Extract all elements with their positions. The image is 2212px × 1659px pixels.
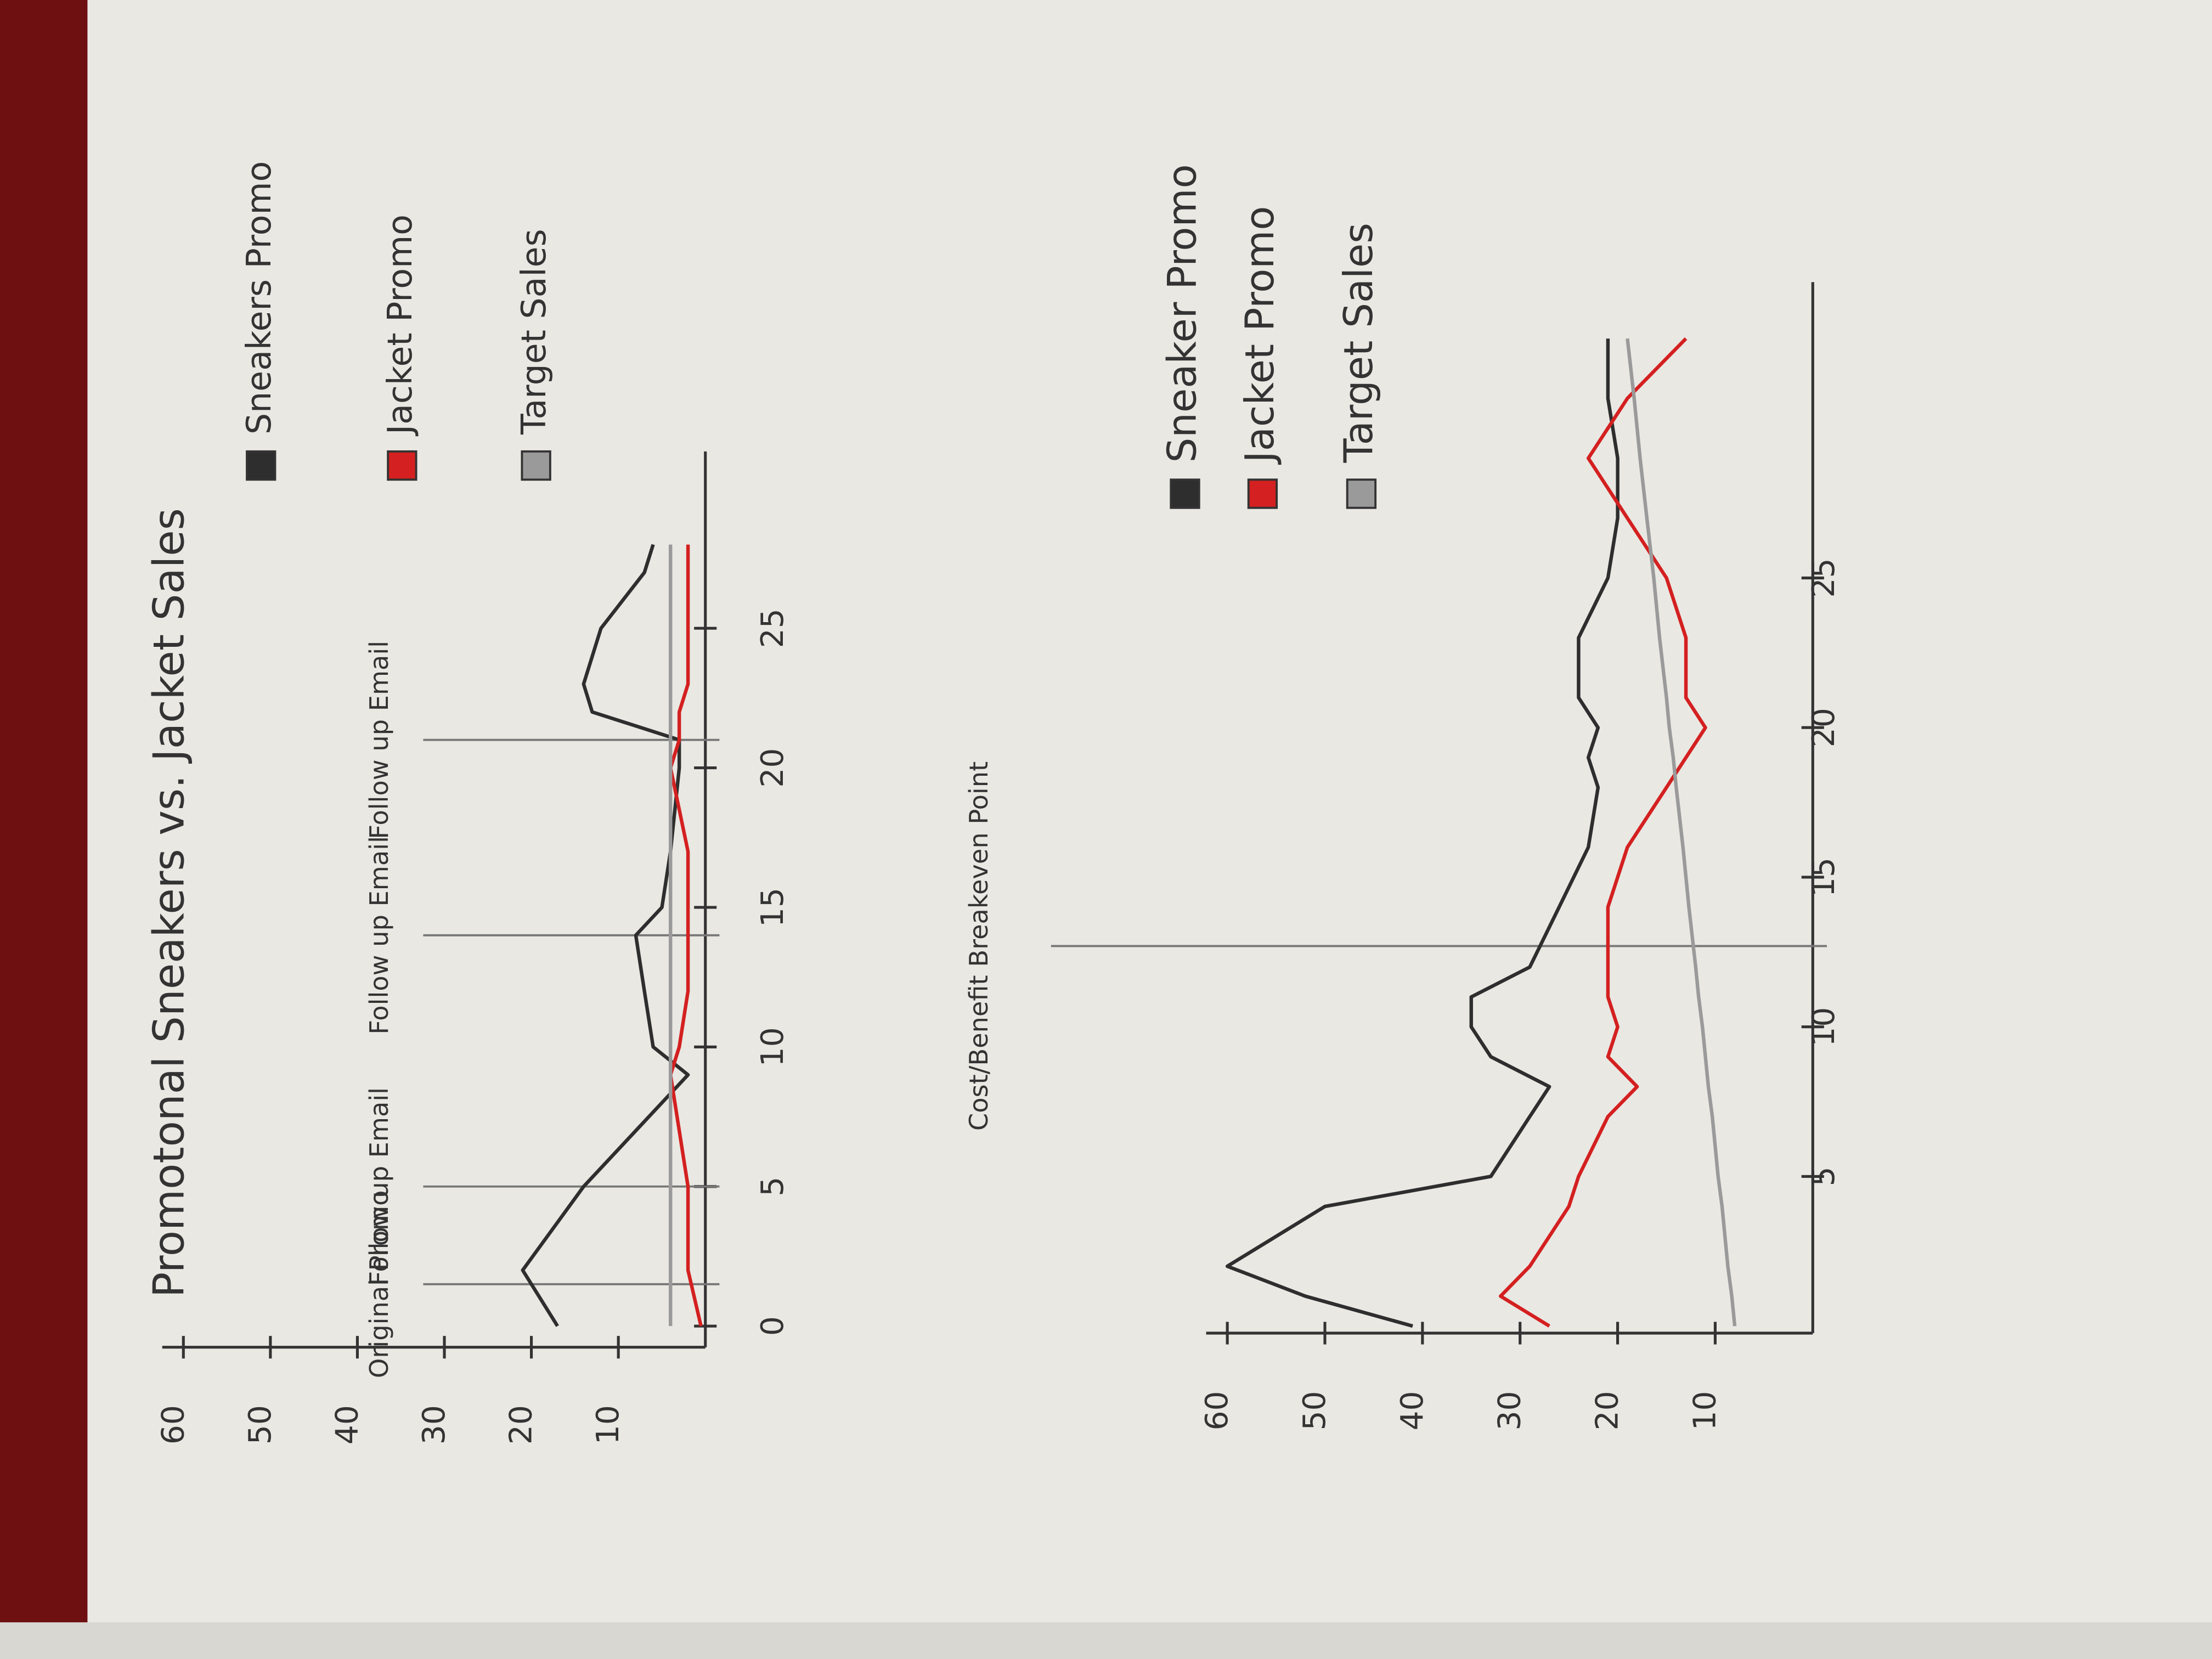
y-tick-label: 60: [1199, 1391, 1235, 1430]
chart-title: Promotonal Sneakers vs. Jacket Sales: [144, 508, 194, 1297]
legend-label: Sneaker Promo: [1159, 164, 1205, 462]
annotation-text: Original Promo: [364, 1190, 394, 1379]
x-tick-label: 15: [1805, 857, 1842, 897]
x-tick-label: 5: [1805, 1166, 1842, 1186]
series-line: [1626, 338, 1737, 1327]
x-tick-label: 20: [1805, 708, 1842, 747]
legend-swatch: [1247, 478, 1278, 509]
legend-swatch: [246, 450, 276, 481]
x-tick-label: 0: [754, 1316, 791, 1336]
x-tick-label: 25: [754, 608, 791, 648]
y-tick-label: 40: [1394, 1391, 1430, 1430]
table-edge: [0, 0, 88, 1659]
paper-shadow: [0, 1622, 2212, 1659]
legend-swatch: [521, 450, 551, 481]
x-tick-label: 5: [754, 1177, 791, 1197]
legend-label: Target Sales: [1335, 223, 1381, 463]
series-line: [1499, 337, 1707, 1328]
legend-label: Jacket Promo: [1237, 206, 1283, 465]
series-line: [668, 544, 703, 1327]
y-tick-label: 50: [1296, 1391, 1333, 1430]
x-tick-label: 20: [754, 748, 791, 788]
legend-label: Target Sales: [514, 229, 554, 435]
annotation-text: Follow up Email: [364, 1087, 394, 1286]
annotation-text: Follow up Email: [364, 641, 394, 839]
x-tick-label: 10: [754, 1027, 791, 1066]
legend-label: Sneakers Promo: [239, 161, 279, 435]
y-tick-label: 10: [590, 1405, 626, 1444]
y-tick-label: 10: [1686, 1391, 1723, 1430]
y-tick-label: 20: [503, 1405, 539, 1444]
series-line: [521, 544, 690, 1327]
x-tick-label: 10: [1805, 1007, 1842, 1047]
y-tick-label: 30: [1492, 1391, 1528, 1430]
legend-label: Jacket Promo: [380, 215, 420, 437]
y-tick-label: 20: [1589, 1391, 1626, 1430]
legend-swatch: [1170, 478, 1200, 509]
x-tick-label: 25: [1805, 558, 1842, 598]
y-tick-label: 40: [329, 1405, 365, 1444]
annotation-text: Follow up Email: [364, 836, 394, 1035]
series-line: [1225, 338, 1620, 1328]
y-tick-label: 30: [416, 1405, 452, 1444]
x-tick-label: 15: [754, 888, 791, 927]
y-tick-label: 60: [155, 1405, 191, 1444]
y-tick-label: 50: [242, 1405, 278, 1444]
annotation-text: Cost/Benefit Breakeven Point: [964, 761, 994, 1131]
legend-swatch: [387, 450, 417, 481]
legend-swatch: [1346, 478, 1377, 509]
